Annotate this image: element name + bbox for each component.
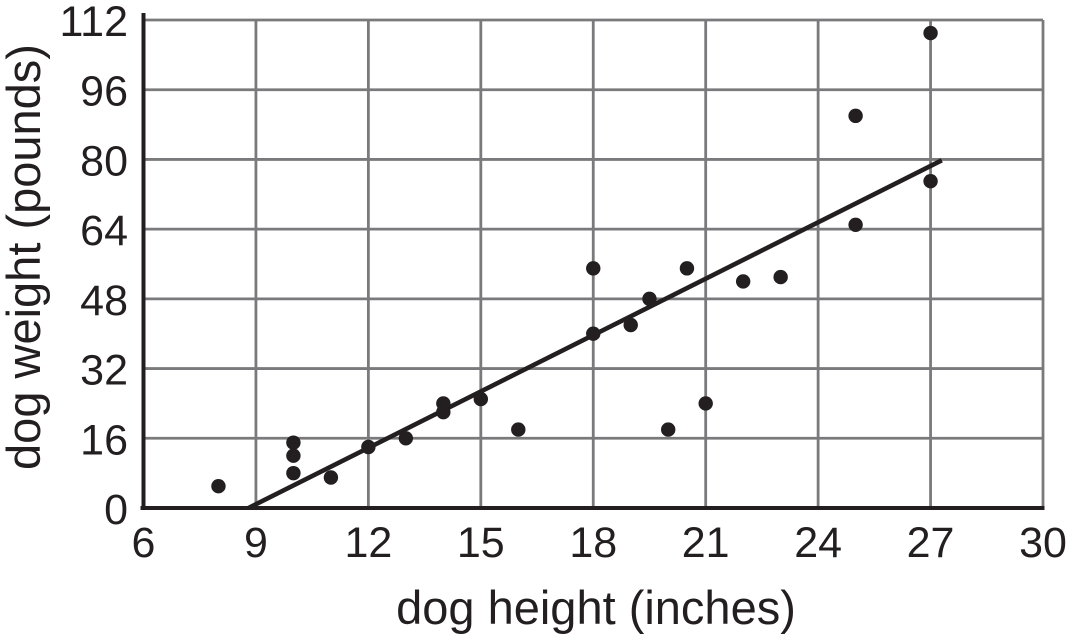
- x-tick-label: 18: [569, 519, 617, 567]
- y-tick-label: 64: [80, 207, 128, 255]
- points-layer: [211, 25, 938, 494]
- data-point: [586, 261, 601, 276]
- data-point: [698, 396, 713, 411]
- data-point: [398, 431, 414, 446]
- data-point: [923, 174, 938, 189]
- y-tick-label: 80: [80, 137, 128, 185]
- y-tick-label: 48: [80, 277, 128, 325]
- x-tick-label: 9: [244, 519, 268, 567]
- data-point: [323, 470, 339, 485]
- data-point: [661, 422, 676, 437]
- x-tick-label: 27: [907, 519, 955, 567]
- y-tick-label: 16: [80, 416, 128, 464]
- data-point: [735, 274, 751, 289]
- x-tick-label: 6: [132, 519, 156, 567]
- data-point: [286, 448, 301, 463]
- data-point: [848, 108, 863, 124]
- data-point: [623, 317, 638, 333]
- data-point: [642, 291, 657, 307]
- y-tick-label: 112: [59, 0, 128, 46]
- data-point: [286, 465, 301, 481]
- data-point: [586, 326, 601, 341]
- y-axis-title: dog weight (pounds): [0, 44, 50, 470]
- data-point: [286, 435, 301, 450]
- y-tick-label: 96: [80, 68, 128, 116]
- data-point: [923, 25, 938, 41]
- y-tick-label: 0: [104, 486, 128, 534]
- data-point: [211, 479, 226, 494]
- x-tick-label: 21: [682, 519, 730, 567]
- data-point: [361, 439, 376, 455]
- grid-layer: [143, 18, 1045, 508]
- x-axis-title: dog height (inches): [396, 581, 796, 634]
- y-tick-label: 32: [80, 347, 128, 395]
- x-tick-label: 30: [1019, 519, 1067, 567]
- data-point: [473, 391, 489, 407]
- x-tick-label: 15: [457, 519, 505, 567]
- data-point: [436, 396, 451, 411]
- data-point: [511, 422, 526, 437]
- data-point: [773, 269, 788, 285]
- tick-layer: 6 9 12 15 18 21 24 27 30 0 16 32 48 64 80 96 112: [59, 0, 1066, 567]
- data-point: [679, 261, 695, 276]
- x-tick-label: 12: [344, 519, 392, 567]
- axis-layer: [140, 13, 1045, 510]
- x-tick-label: 24: [794, 519, 842, 567]
- data-point: [848, 217, 863, 232]
